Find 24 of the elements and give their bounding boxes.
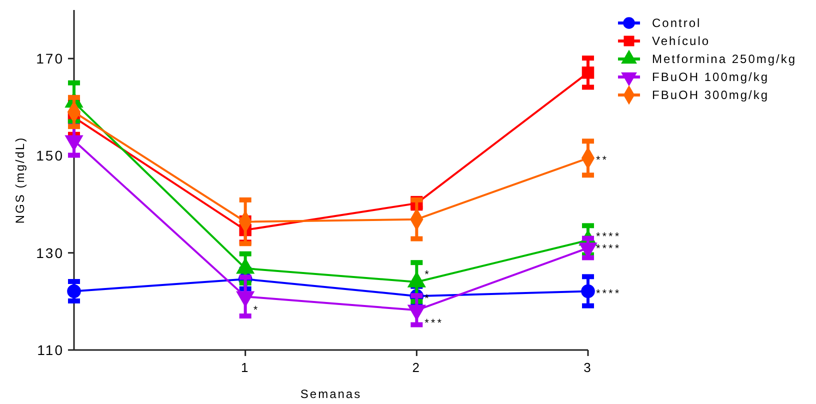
y-tick-label: 130 — [36, 244, 64, 261]
x-tick-label: 1 — [240, 360, 250, 375]
legend-label: FBuOH 300mg/kg — [652, 88, 770, 102]
annotation: **** — [596, 288, 622, 300]
point — [67, 284, 81, 298]
x-axis-title: Semanas — [300, 387, 362, 401]
y-tick-label: 170 — [36, 50, 64, 66]
annotation: **** — [596, 230, 622, 243]
annotation: ** — [596, 154, 609, 167]
annotation: **** — [596, 243, 622, 256]
y-tick-label: 150 — [36, 148, 64, 164]
legend-label: Metformina 250mg/kg — [652, 52, 797, 66]
y-tick-label: 110 — [37, 342, 64, 358]
x-tick-label: 3 — [584, 360, 592, 375]
point — [582, 66, 594, 79]
legend-label: Control — [652, 16, 702, 30]
x-tick-label: 2 — [412, 360, 422, 375]
y-axis-title: NGS (mg/dL) — [13, 136, 27, 224]
annotation: *** — [424, 317, 444, 330]
legend-label: Vehículo — [652, 34, 710, 48]
point — [581, 284, 595, 298]
legend-label: FBuOH 100mg/kg — [652, 70, 770, 84]
annotation: * — [253, 304, 260, 317]
annotation: * — [424, 268, 431, 281]
